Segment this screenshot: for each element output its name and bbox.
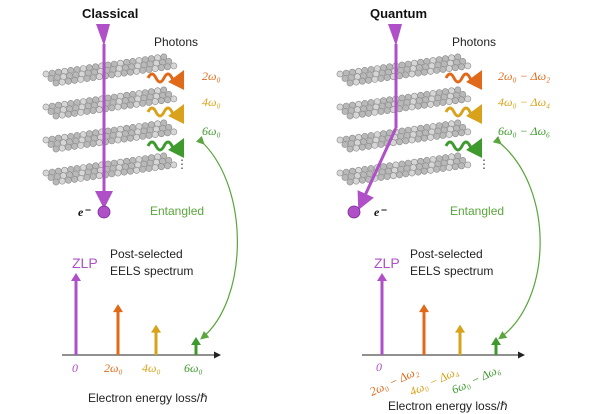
classical-zlp-label: ZLP (72, 255, 98, 271)
classical-photon-2-label: 2ω₀ (202, 69, 221, 83)
quantum-photon-2-icon (444, 69, 483, 91)
quantum-electron-source-icon (388, 24, 402, 46)
classical-x-axis-label: Electron energy loss/ℏ (88, 391, 208, 405)
quantum-photons-label: Photons (452, 35, 496, 49)
classical-tick-0: 0 (72, 361, 78, 375)
classical-electron-label: e⁻ (78, 205, 91, 219)
classical-photon-6-label: 6ω₀ (202, 124, 221, 138)
quantum-photon-2-label: 2ω₀ − Δω₂ (498, 69, 550, 83)
graphene-sheet (42, 53, 178, 87)
quantum-electron-icon (347, 205, 361, 219)
graphene-sheet (336, 152, 472, 186)
classical-entanglement-curve (195, 135, 238, 340)
quantum-more-dots: ⋮ (478, 157, 490, 171)
quantum-photon-4-icon (444, 103, 483, 125)
classical-tick-2: 2ω₀ (104, 361, 123, 375)
quantum-photon-4-label: 4ω₀ − Δω₄ (498, 95, 550, 109)
quantum-spectrum-label-2: EELS spectrum (410, 264, 493, 278)
classical-photon-6-icon (146, 137, 185, 159)
classical-tick-6: 6ω₀ (184, 361, 203, 375)
peak-4-bar-head (151, 324, 161, 333)
graphene-sheet (336, 53, 472, 87)
quantum-zlp-label: ZLP (374, 255, 400, 271)
classical-electron-icon (97, 205, 111, 219)
quantum-electron-label: e⁻ (374, 205, 387, 219)
graphene-sheet (336, 86, 472, 120)
classical-entangled-label: Entangled (150, 204, 204, 218)
classical-spectrum-label-2: EELS spectrum (110, 264, 193, 278)
peak-6-bar-head (191, 336, 201, 345)
quantum-panel: Quantum Photons e⁻ 2ω₀ − Δω₂ 4ω₀ − Δω₄ 6… (336, 6, 550, 413)
classical-photon-2-icon (146, 69, 185, 91)
classical-photon-4-label: 4ω₀ (202, 95, 221, 109)
quantum-photon-6-label: 6ω₀ − Δω₆ (498, 124, 550, 138)
quantum-spectrum-label-1: Post-selected (410, 247, 483, 261)
zlp-bar-head (71, 273, 81, 281)
peak-6-bar-head (491, 336, 501, 345)
classical-spectrum-label-1: Post-selected (110, 247, 183, 261)
classical-tick-4: 4ω₀ (142, 361, 161, 375)
classical-electron-source-icon (96, 24, 110, 46)
zlp-bar-head (377, 273, 387, 281)
quantum-graphene-layers (336, 53, 472, 186)
peak-2-bar-head (113, 304, 123, 313)
quantum-tick-6: 6ω₀ − Δω₆ (449, 362, 502, 397)
classical-photons-label: Photons (154, 35, 198, 49)
graphene-sheet (336, 119, 472, 153)
graphene-sheet (42, 86, 178, 120)
classical-graphene-layers (42, 53, 178, 186)
classical-photon-4-icon (146, 103, 185, 125)
quantum-spectrum-bars (377, 273, 501, 355)
classical-spectrum-bars (71, 273, 201, 355)
peak-4-bar-head (455, 324, 465, 333)
quantum-x-axis-label: Electron energy loss/ℏ (388, 399, 508, 413)
classical-panel: Classical Photons e⁻ 2ω₀ 4ω₀ 6ω₀ ⋮ Entan… (42, 6, 238, 405)
classical-title: Classical (82, 6, 138, 21)
quantum-entangled-label: Entangled (450, 204, 504, 218)
quantum-electron-beam-deflected (357, 127, 398, 211)
quantum-photon-6-icon (444, 137, 483, 159)
graphene-sheet (42, 119, 178, 153)
quantum-tick-0: 0 (376, 360, 382, 374)
quantum-title: Quantum (370, 6, 427, 21)
peak-2-bar-head (419, 304, 429, 313)
quantum-entanglement-curve (492, 135, 541, 340)
classical-more-dots: ⋮ (176, 157, 188, 171)
graphene-sheet (42, 152, 178, 186)
